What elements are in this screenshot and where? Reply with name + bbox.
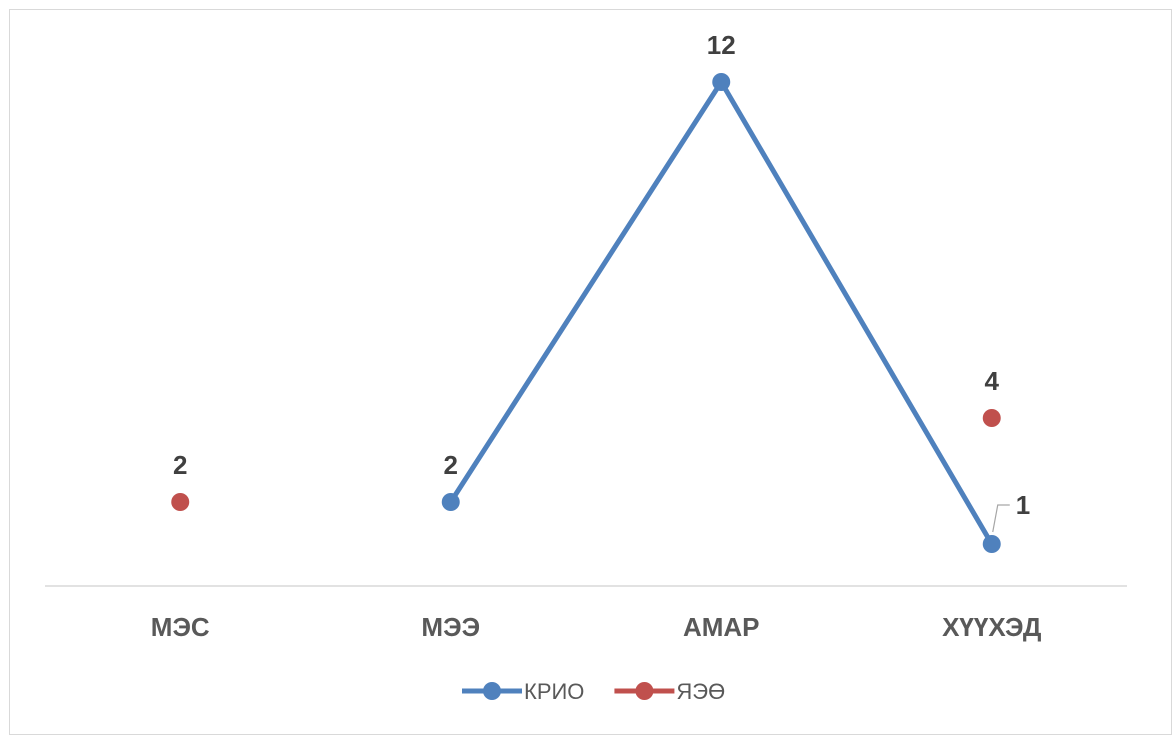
data-label: 2 [444, 450, 458, 480]
series-line-segment [448, 79, 724, 505]
legend-item: ЯЭӨ [614, 679, 725, 704]
data-label: 12 [707, 30, 736, 60]
leader-line [992, 504, 1010, 533]
data-point [171, 493, 190, 511]
series-1: 2 12 1 [441, 30, 1030, 553]
legend: КРИО ЯЭӨ [462, 679, 725, 704]
legend-swatch-marker [483, 682, 501, 700]
data-label: 4 [985, 366, 1000, 396]
legend-label: ЯЭӨ [676, 679, 725, 704]
data-label: 1 [1016, 490, 1030, 520]
category-labels: МЭС МЭЭ АМАР ХҮҮХЭД [151, 612, 1042, 642]
legend-item: КРИО [462, 679, 584, 704]
legend-label: КРИО [524, 679, 584, 704]
data-point [712, 73, 731, 91]
category-label: МЭЭ [421, 612, 480, 642]
category-label: ХҮҮХЭД [942, 612, 1042, 642]
chart-frame [9, 9, 1172, 735]
data-point [982, 535, 1001, 553]
series-line-segment [718, 79, 995, 547]
category-label: АМАР [683, 612, 760, 642]
series-2: 24 [171, 366, 1001, 511]
data-label: 2 [173, 450, 187, 480]
data-point [441, 493, 460, 511]
legend-swatch-marker [635, 682, 654, 700]
category-label: МЭС [151, 612, 210, 642]
data-point [982, 409, 1001, 427]
